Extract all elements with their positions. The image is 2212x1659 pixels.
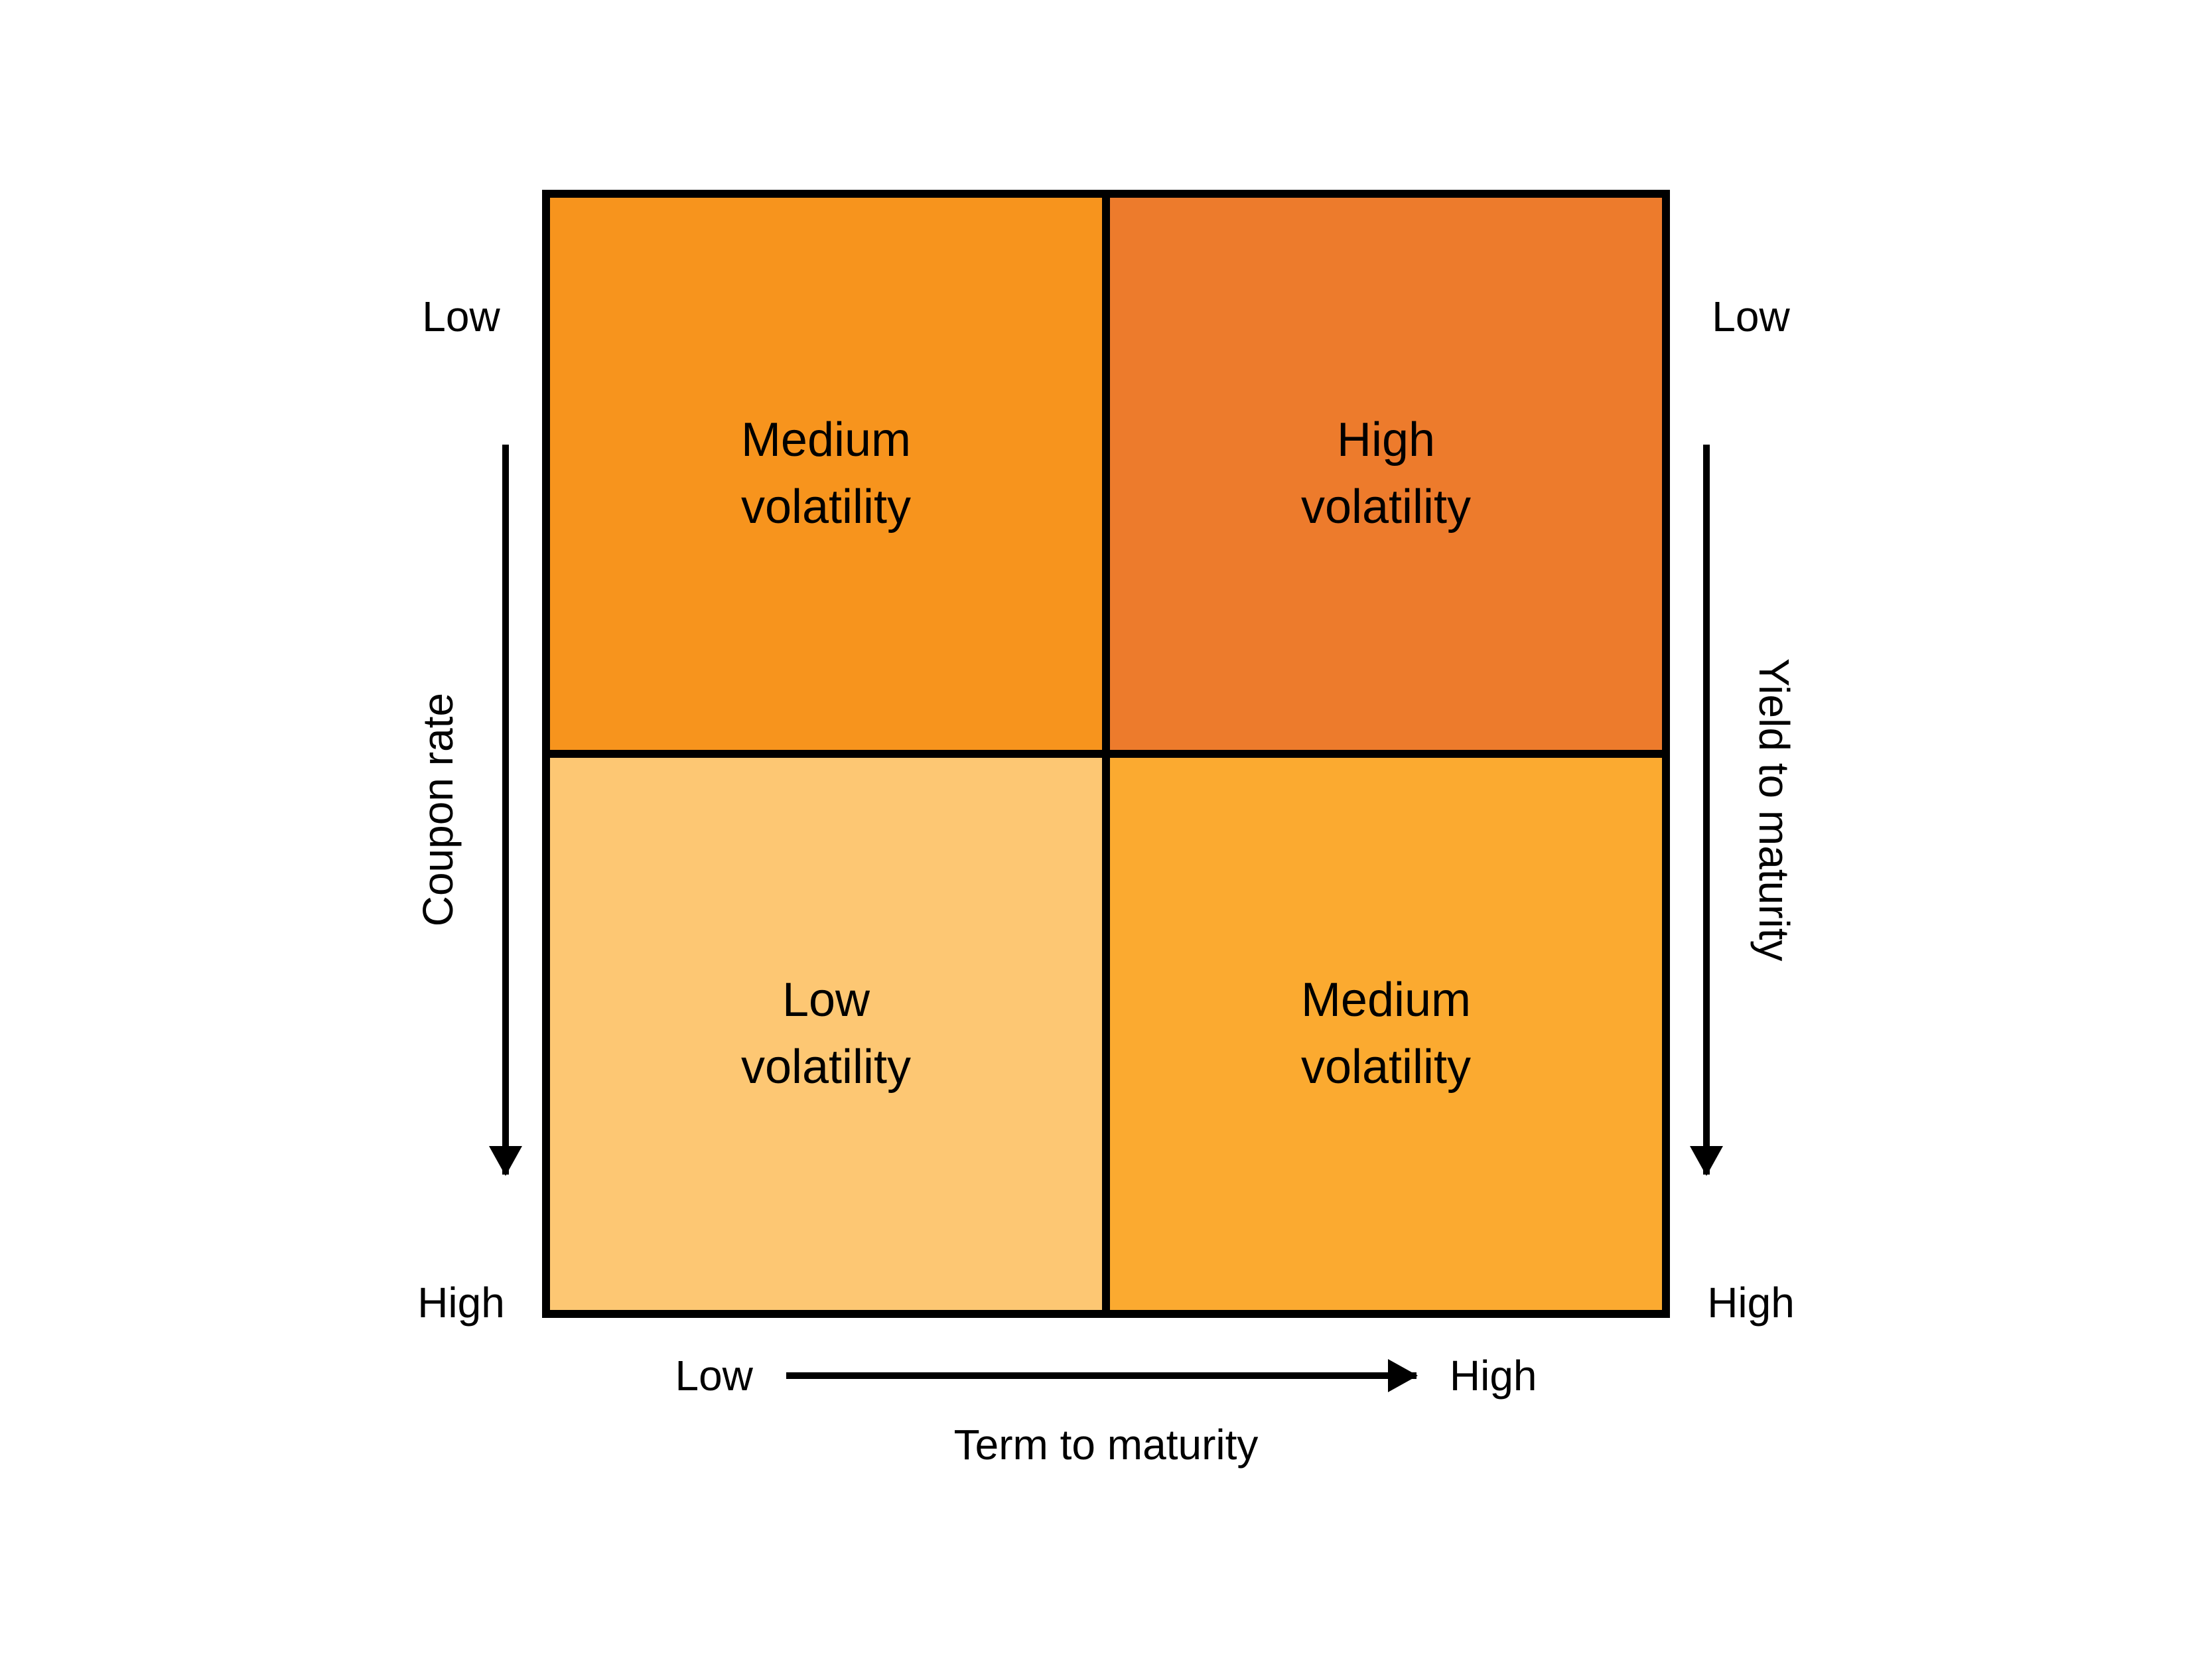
right-axis: Low Yield to maturity High xyxy=(1703,265,1799,1394)
right-arrow-group: Yield to maturity xyxy=(1703,361,1799,1258)
right-axis-bottom-label: High xyxy=(1707,1278,1795,1327)
right-axis-top-label: Low xyxy=(1712,292,1789,341)
left-axis-title: Coupon rate xyxy=(413,693,462,926)
quadrant-top-right-line1: High xyxy=(1337,407,1435,474)
quadrant-bottom-left-line2: volatility xyxy=(741,1034,911,1101)
quadrant-top-left-line1: Medium xyxy=(741,407,911,474)
quadrant-top-left-line2: volatility xyxy=(741,474,911,541)
quadrant-bottom-right-line2: volatility xyxy=(1301,1034,1471,1101)
bottom-axis: Low High Term to maturity xyxy=(675,1351,1537,1469)
left-axis-bottom-label: High xyxy=(417,1278,505,1327)
left-arrow-group: Coupon rate xyxy=(413,361,509,1258)
center-column: Medium volatility High volatility Low vo… xyxy=(542,190,1670,1469)
diagram-container: Low Coupon rate High Medium volatility H… xyxy=(413,190,1799,1469)
right-axis-title: Yield to maturity xyxy=(1750,658,1799,961)
bottom-arrow-row: Low High xyxy=(675,1351,1537,1400)
quadrant-bottom-left: Low volatility xyxy=(550,754,1106,1310)
left-axis-top-label: Low xyxy=(422,292,500,341)
matrix-wrapper: Low Coupon rate High Medium volatility H… xyxy=(413,190,1799,1469)
bottom-axis-right-label: High xyxy=(1450,1351,1537,1400)
quadrant-top-right: High volatility xyxy=(1106,198,1662,754)
bottom-arrow-icon xyxy=(786,1372,1417,1379)
quadrant-bottom-left-line1: Low xyxy=(782,967,870,1034)
quadrant-bottom-right-line1: Medium xyxy=(1301,967,1471,1034)
quadrant-top-right-line2: volatility xyxy=(1301,474,1471,541)
bottom-axis-title: Term to maturity xyxy=(954,1420,1259,1469)
quadrant-matrix: Medium volatility High volatility Low vo… xyxy=(542,190,1670,1318)
quadrant-bottom-right: Medium volatility xyxy=(1106,754,1662,1310)
quadrant-top-left: Medium volatility xyxy=(550,198,1106,754)
left-arrow-icon xyxy=(502,445,509,1175)
left-axis: Low Coupon rate High xyxy=(413,265,509,1394)
right-arrow-icon xyxy=(1703,445,1710,1175)
bottom-axis-left-label: Low xyxy=(675,1351,752,1400)
